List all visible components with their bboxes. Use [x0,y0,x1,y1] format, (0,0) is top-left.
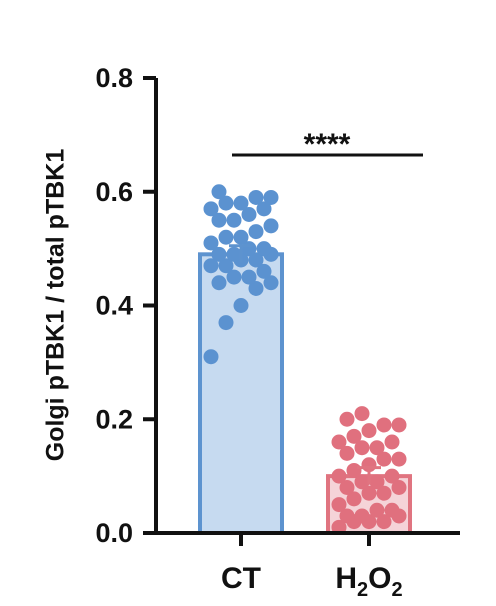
data-point-ct [226,246,242,262]
y-axis-label: Golgi pTBK1 / total pTBK1 [42,149,70,462]
data-point-ct [233,229,249,245]
data-point-ct [256,263,272,279]
significance-label: **** [304,128,351,161]
data-point-h2o2 [376,451,392,467]
bar-ct [198,252,284,535]
data-point-ct [203,201,219,217]
data-point-h2o2 [339,508,355,524]
data-point-ct [211,275,227,291]
data-point-h2o2 [339,445,355,461]
data-point-h2o2 [346,428,362,444]
y-tick-label: 0.6 [95,177,133,207]
data-point-h2o2 [346,491,362,507]
data-point-ct [263,218,279,234]
data-point-h2o2 [346,462,362,478]
data-point-ct [203,235,219,251]
data-point-ct [256,201,272,217]
data-point-h2o2 [384,468,400,484]
data-point-h2o2 [384,502,400,518]
data-point-ct [241,207,257,222]
data-point-h2o2 [376,514,392,530]
data-point-ct [226,269,242,285]
data-point-ct [203,258,219,274]
data-point-ct [226,212,242,228]
data-point-h2o2 [354,508,370,524]
data-point-h2o2 [391,417,407,433]
data-point-ct [218,229,234,245]
data-point-ct [211,246,227,262]
data-point-h2o2 [331,468,347,484]
x-ticks: CT H2O2 [221,533,403,601]
significance-annotation: **** [232,128,423,161]
data-point-h2o2 [376,485,392,501]
data-point-ct [263,275,279,291]
data-point-ct [211,212,227,228]
data-point-ct [263,189,279,205]
data-point-h2o2 [339,411,355,427]
data-point-h2o2 [361,423,377,439]
y-tick-label: 0.2 [95,404,133,434]
data-point-ct [248,280,264,296]
data-point-h2o2 [331,497,347,513]
y-tick-label: 0.4 [95,291,133,321]
data-point-h2o2 [354,406,370,422]
data-point-ct [248,189,264,205]
x-tick-label: H2O2 [335,562,402,601]
data-point-h2o2 [391,451,407,467]
x-tick-label: CT [221,562,261,595]
data-point-h2o2 [354,440,370,456]
data-point-ct [211,184,227,200]
data-point-h2o2 [361,485,377,501]
y-tick-label: 0.0 [95,518,133,548]
data-point-ct [218,258,234,274]
data-point-ct [218,195,234,211]
data-point-h2o2 [339,480,355,495]
y-ticks: 0.0 0.2 0.4 0.6 0.8 [95,63,156,548]
data-point-h2o2 [331,434,347,450]
data-point-h2o2 [369,440,385,456]
data-point-h2o2 [391,480,407,495]
data-point-ct [241,269,257,285]
data-point-ct [218,315,234,331]
data-point-h2o2 [369,502,385,518]
y-tick-label: 0.8 [95,63,133,93]
data-point-h2o2 [376,417,392,433]
data-point-h2o2 [354,474,370,490]
data-point-ct [248,252,264,268]
data-point-h2o2 [384,434,400,450]
points-layer [203,184,407,535]
data-point-ct [233,298,249,313]
data-point-h2o2 [369,474,385,490]
data-point-ct [203,349,219,365]
error-bars-layer [229,244,381,485]
data-point-ct [248,224,264,240]
data-point-ct [233,195,249,211]
data-point-ct [256,241,272,257]
